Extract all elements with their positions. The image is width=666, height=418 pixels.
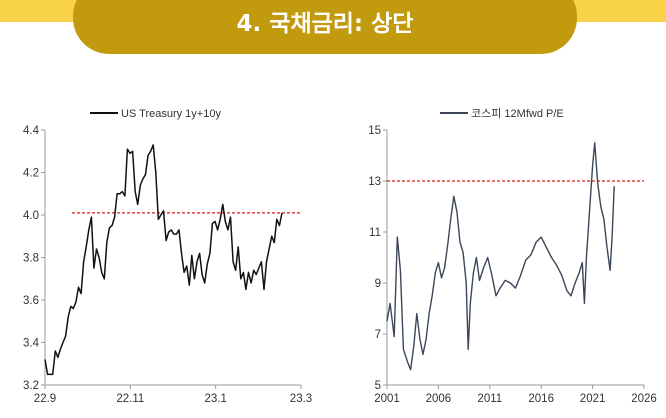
x-tick-label: 2001: [374, 393, 400, 405]
y-tick-label: 13: [368, 176, 381, 188]
x-tick-label: 22.9: [34, 393, 56, 405]
y-tick-label: 15: [368, 125, 381, 137]
legend-label: 코스피 12Mfwd P/E: [471, 107, 564, 120]
y-tick-label: 4.4: [23, 125, 40, 137]
x-tick-label: 23.3: [290, 393, 312, 405]
page-title: 4. 국채금리: 상단: [236, 11, 414, 37]
y-tick-label: 4.2: [23, 168, 39, 180]
x-tick-label: 2026: [631, 393, 657, 405]
x-tick-label: 23.1: [204, 393, 226, 405]
y-tick-label: 4.0: [23, 210, 39, 222]
x-tick-label: 2021: [580, 393, 606, 405]
y-tick-label: 3.8: [23, 253, 39, 265]
y-tick-label: 9: [375, 278, 381, 290]
x-tick-label: 2011: [477, 393, 502, 405]
x-tick-label: 22.11: [116, 393, 144, 405]
y-tick-label: 7: [375, 329, 381, 341]
y-tick-label: 3.4: [23, 338, 40, 350]
y-tick-label: 3.2: [23, 380, 39, 392]
y-tick-label: 5: [375, 380, 381, 392]
series-line: [386, 142, 615, 371]
title-pill: [73, 0, 577, 54]
series-line: [44, 144, 283, 376]
x-tick-label: 2016: [528, 393, 554, 405]
x-tick-label: 2006: [426, 393, 452, 405]
y-tick-label: 11: [369, 227, 381, 239]
legend-label: US Treasury 1y+10y: [121, 108, 221, 120]
y-tick-label: 3.6: [23, 295, 39, 307]
